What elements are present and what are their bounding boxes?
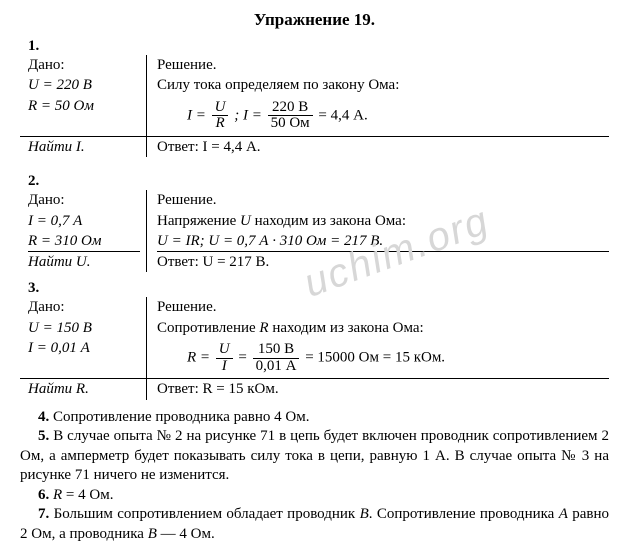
problem-4: 4. Сопротивление проводника равно 4 Ом. (20, 408, 609, 428)
problem-1: 1. Дано: U = 220 В R = 50 Ом Решение. Си… (20, 38, 609, 157)
given-1: U = 220 В (28, 75, 140, 95)
given-2: R = 50 Ом (28, 96, 140, 116)
equation: U = IR; U = 0,7 А · 310 Ом = 217 В. (157, 231, 609, 252)
problem-3: 3. Дано: U = 150 В I = 0,01 А Решение. С… (20, 280, 609, 399)
given-1: U = 150 В (28, 318, 140, 338)
p1-number: 1. (28, 38, 609, 55)
given-2: R = 310 Ом (28, 231, 140, 252)
problem-2: 2. Дано: I = 0,7 А R = 310 Ом Найти U. Р… (20, 173, 609, 272)
given-1: I = 0,7 А (28, 211, 140, 231)
solution-text: Силу тока определяем по закону Ома: (157, 75, 609, 95)
equation: R = UI = 150 В0,01 А = 15000 Ом = 15 кОм… (157, 338, 609, 379)
solution-label: Решение. (157, 190, 609, 210)
solution-label: Решение. (157, 55, 609, 75)
problem-5: 5. В случае опыта № 2 на рисунке 71 в це… (20, 427, 609, 486)
given-label: Дано: (28, 297, 140, 317)
solution-label: Решение. (157, 297, 609, 317)
answer: Ответ: R = 15 кОм. (157, 379, 609, 399)
p2-number: 2. (28, 173, 609, 190)
given-2: I = 0,01 А (28, 338, 140, 358)
page-title: Упражнение 19. (20, 10, 609, 30)
find: Найти U. (28, 252, 140, 272)
find: Найти R. (28, 379, 140, 399)
answer: Ответ: I = 4,4 А. (157, 137, 609, 157)
problem-6: 6. R = 4 Ом. (20, 486, 609, 506)
equation: I = UR ; I = 220 В50 Ом = 4,4 А. (157, 96, 609, 137)
given-label: Дано: (28, 55, 140, 75)
answer: Ответ: U = 217 В. (157, 252, 609, 272)
solution-text: Напряжение U находим из закона Ома: (157, 211, 609, 231)
find: Найти I. (28, 137, 140, 157)
solution-text: Сопротивление R находим из закона Ома: (157, 318, 609, 338)
problem-7: 7. Большим сопротивлением обладает прово… (20, 505, 609, 544)
given-label: Дано: (28, 190, 140, 210)
p3-number: 3. (28, 280, 609, 297)
